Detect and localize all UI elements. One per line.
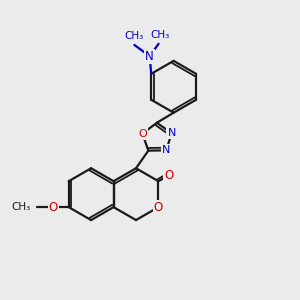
Text: O: O <box>49 201 58 214</box>
Text: O: O <box>138 129 147 139</box>
Text: CH₃: CH₃ <box>150 30 170 40</box>
Text: CH₃: CH₃ <box>11 202 30 212</box>
Text: N: N <box>162 145 170 155</box>
Text: CH₃: CH₃ <box>125 32 144 41</box>
Text: N: N <box>167 128 176 138</box>
Text: O: O <box>164 169 173 182</box>
Text: O: O <box>154 201 163 214</box>
Text: N: N <box>145 50 154 63</box>
